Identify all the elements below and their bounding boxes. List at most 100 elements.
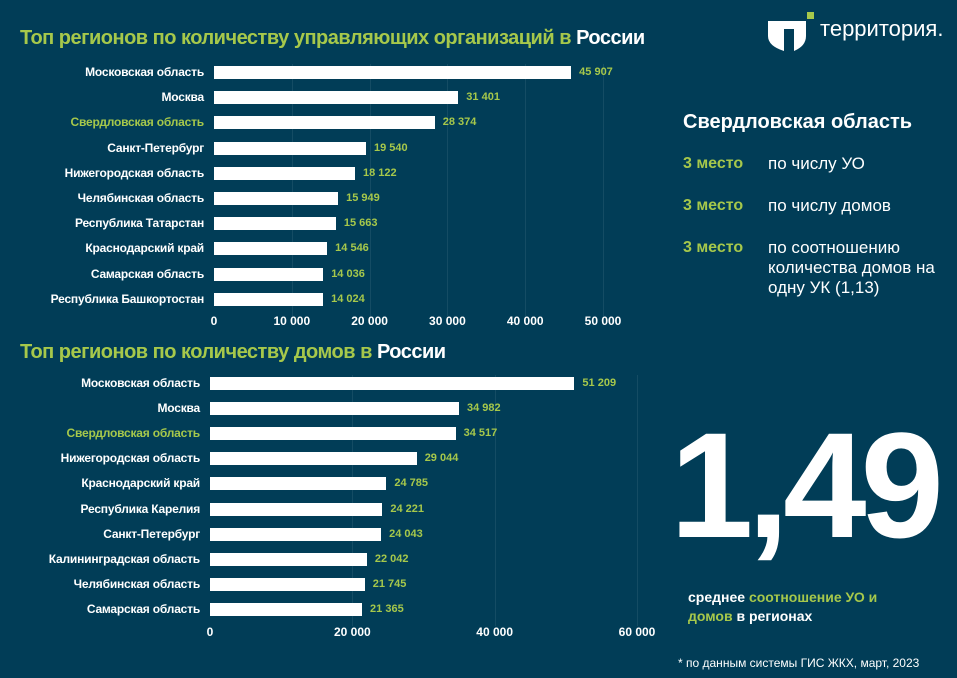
- x-tick-label: 10 000: [273, 314, 311, 328]
- value-label: 14 024: [331, 292, 365, 305]
- bar: [214, 116, 435, 130]
- bar: [214, 242, 328, 256]
- chart1-title-text: Топ регионов по количеству управляющих о…: [20, 27, 572, 49]
- bar: [214, 166, 355, 180]
- bar: [210, 552, 367, 566]
- logo-text: территория.: [820, 16, 944, 41]
- bar: [214, 141, 367, 155]
- territoriya-logo-icon: [768, 12, 814, 51]
- category-label: Челябинская область: [73, 576, 201, 591]
- bar: [210, 452, 417, 466]
- x-tick-label: 60 000: [618, 625, 656, 639]
- x-tick-label: 40 000: [476, 625, 514, 639]
- category-label: Нижегородская область: [64, 165, 205, 180]
- value-label: 51 209: [582, 377, 617, 389]
- footnote: * по данным системы ГИС ЖКХ, март, 2023: [678, 656, 920, 670]
- chart1-title: Топ регионов по количеству управляющих о…: [20, 26, 645, 50]
- bar: [210, 377, 575, 390]
- x-tick-label: 20 000: [351, 314, 388, 328]
- category-label: Самарская область: [90, 266, 204, 281]
- category-label: Республика Башкортостан: [50, 291, 205, 306]
- caption-part: среднее: [688, 589, 746, 605]
- rank-2: 3 место: [683, 197, 744, 214]
- gridline: [525, 64, 527, 316]
- value-label: 21 365: [370, 602, 404, 615]
- bar: [214, 217, 336, 231]
- caption-part: соотношение УО и: [748, 589, 878, 605]
- category-label: Республика Татарстан: [74, 216, 204, 231]
- bar: [214, 91, 459, 105]
- rank-1-desc: по числу УО: [768, 154, 865, 173]
- value-label: 21 745: [372, 577, 407, 590]
- category-label: Московская область: [85, 65, 204, 79]
- value-label: 19 540: [374, 141, 408, 154]
- region-heading: Свердловская область: [683, 111, 913, 133]
- rank-3-desc: по соотношению количества домов на одну …: [768, 238, 935, 297]
- category-label: Московская область: [81, 376, 200, 390]
- x-tick-label: 20 000: [333, 625, 371, 639]
- bar: [210, 527, 382, 541]
- caption-part: в регионах: [736, 608, 813, 624]
- bar: [214, 267, 324, 281]
- x-tick-label: 30 000: [429, 314, 466, 328]
- chart2-title: Топ регионов по количеству домов в Росси…: [20, 340, 446, 364]
- category-label: Санкт-Петербург: [107, 140, 204, 155]
- gridline: [447, 64, 449, 316]
- value-label: 22 042: [374, 552, 409, 565]
- gridline: [369, 64, 371, 316]
- value-label: 34 982: [466, 402, 501, 415]
- value-label: 29 044: [424, 452, 459, 465]
- value-label: 14 036: [331, 267, 365, 280]
- value-label: 45 907: [579, 66, 613, 78]
- x-tick-label: 0: [210, 314, 218, 328]
- bar: [210, 477, 387, 491]
- category-label: Санкт-Петербург: [103, 526, 200, 541]
- chart2-title-highlight: России: [376, 341, 446, 363]
- average-ratio-caption: среднее соотношение УО и домов в региона…: [688, 588, 877, 626]
- gridline: [291, 64, 293, 316]
- value-label: 31 401: [466, 91, 500, 104]
- category-label: Калининградская область: [48, 551, 200, 566]
- bar: [214, 192, 339, 205]
- bar: [210, 577, 365, 591]
- rank-3: 3 место: [683, 239, 744, 256]
- x-tick-label: 0: [206, 625, 214, 639]
- value-label: 28 374: [442, 116, 477, 129]
- bar: [210, 502, 383, 516]
- category-label: Краснодарский край: [85, 241, 204, 256]
- gridline: [494, 375, 496, 626]
- category-label: Краснодарский край: [81, 476, 200, 491]
- bar: [210, 402, 459, 416]
- category-label: Свердловская область: [66, 426, 201, 441]
- gridline: [603, 64, 604, 316]
- value-label: 24 785: [394, 477, 429, 490]
- x-tick-label: 50 000: [584, 314, 622, 328]
- category-label: Москва: [161, 90, 204, 105]
- average-ratio-value: 1,49: [670, 401, 944, 569]
- value-label: 34 517: [463, 427, 498, 440]
- bar: [214, 66, 572, 79]
- bar: [210, 602, 363, 616]
- bar: [214, 292, 324, 306]
- category-label: Нижегородская область: [60, 451, 201, 466]
- chart2-title-text: Топ регионов по количеству домов в: [20, 341, 372, 363]
- gridline: [352, 375, 354, 626]
- value-label: 24 043: [389, 527, 423, 540]
- value-label: 15 949: [346, 192, 380, 204]
- value-label: 15 663: [343, 217, 378, 230]
- category-label: Челябинская область: [77, 191, 205, 205]
- category-label: Республика Карелия: [80, 501, 201, 516]
- value-label: 14 546: [335, 242, 369, 255]
- value-label: 24 221: [390, 502, 425, 515]
- category-label: Свердловская область: [70, 115, 205, 130]
- gridline: [637, 375, 638, 626]
- chart1-title-highlight: России: [576, 27, 645, 49]
- x-tick-label: 40 000: [506, 314, 544, 328]
- category-label: Москва: [157, 401, 200, 416]
- value-label: 18 122: [362, 166, 397, 179]
- caption-part: домов: [688, 608, 733, 624]
- rank-1: 3 место: [683, 155, 744, 172]
- bar: [210, 427, 456, 441]
